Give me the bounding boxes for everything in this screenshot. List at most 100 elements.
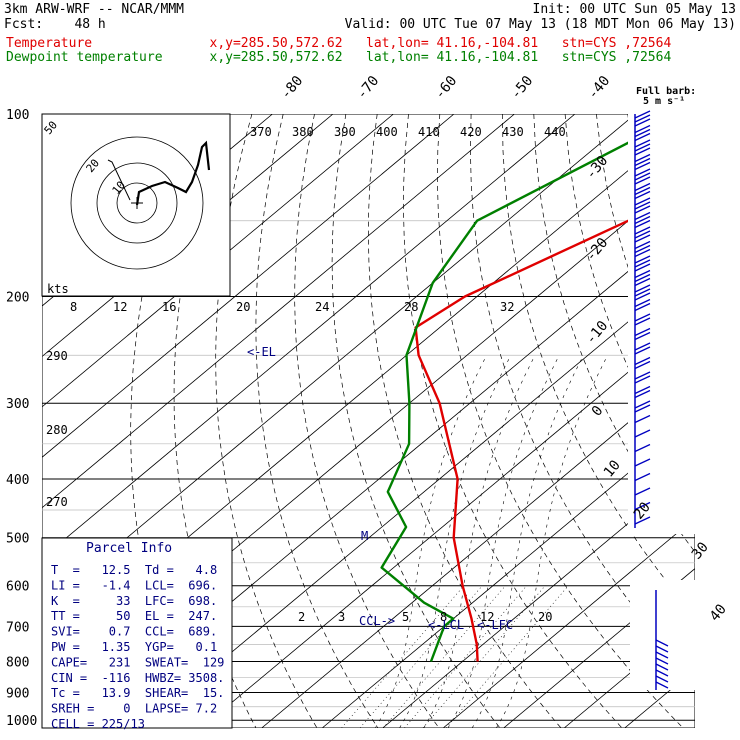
- hodograph-scale-label: 8: [70, 300, 77, 314]
- wind-barb: [634, 269, 651, 287]
- wind-barb: [634, 182, 651, 200]
- wind-barb: [634, 226, 651, 243]
- wind-barb: [634, 443, 651, 453]
- init-line: Init: 00 UTC Sun 05 May 13: [532, 2, 737, 17]
- isotherm-side-label: -30: [583, 153, 612, 183]
- mixing-ratio-label: 5: [402, 610, 409, 624]
- dry-adiabat: [368, 114, 562, 728]
- hodograph-scale-label: 20: [236, 300, 250, 314]
- pressure-label: 400: [6, 473, 29, 488]
- forecast-hour-line: Fcst: 48 h: [4, 17, 106, 32]
- wind-barb: [655, 651, 669, 659]
- dry-adiabat: [255, 114, 379, 728]
- wind-barb: [634, 255, 651, 272]
- wind-barb: [655, 639, 669, 647]
- hodograph-scale-label: 12: [113, 300, 127, 314]
- wind-barb: [634, 385, 651, 399]
- isotherm: [42, 114, 636, 610]
- mixing-ratio-line: [445, 585, 569, 728]
- barb-panel-low: [630, 580, 695, 690]
- parcel-box-frame: [41, 537, 233, 729]
- theta-label: 280: [46, 423, 68, 437]
- wind-barb: [634, 356, 651, 370]
- mixing-ratio-label: 20: [538, 610, 552, 624]
- wind-barb: [634, 342, 651, 355]
- pressure-label: 900: [6, 686, 29, 701]
- wind-barb: [634, 501, 651, 511]
- theta-e-label: 420: [460, 125, 482, 139]
- wind-barb: [634, 400, 651, 413]
- wind-barb: [634, 298, 651, 312]
- parcel-info-row: SVI= 0.7 CCL= 689.: [51, 625, 217, 639]
- moist-adiabat: [447, 355, 560, 728]
- hodograph-ring: [116, 182, 158, 224]
- hodograph-scale-label: 24: [315, 300, 329, 314]
- hodograph-storm-motion: [107, 159, 131, 201]
- wind-barb: [655, 675, 669, 683]
- theta-label: 290: [46, 349, 68, 363]
- wind-barb: [634, 240, 651, 258]
- lfc-marker: <-LFC: [477, 618, 513, 632]
- wind-barb: [634, 327, 651, 341]
- dewpoint-legend-line: Dewpoint temperature x,y=285.50,572.62 l…: [6, 50, 672, 65]
- theta-e-label: 400: [376, 125, 398, 139]
- wind-barb: [634, 472, 651, 482]
- wind-barb: [634, 429, 651, 438]
- wind-barb: [634, 168, 651, 185]
- isotherm-side-label: 30: [689, 539, 712, 562]
- pressure-label: 300: [6, 397, 29, 412]
- mixing-ratio-label: 12: [480, 610, 494, 624]
- theta-e-label: 430: [502, 125, 524, 139]
- isotherm-side-label: 40: [707, 601, 730, 624]
- dry-adiabat: [502, 114, 695, 617]
- isotherm-top-label: -80: [278, 73, 307, 103]
- temperature-legend-line: Temperature x,y=285.50,572.62 lat,lon= 4…: [6, 36, 672, 51]
- pressure-label: 1000: [6, 714, 37, 729]
- isotherm: [42, 114, 455, 458]
- dry-adiabat: [470, 114, 695, 680]
- moist-adiabat: [496, 355, 608, 728]
- dry-adiabat: [722, 114, 740, 728]
- hodograph-scale-label: 16: [162, 300, 176, 314]
- mixing-ratio-line: [382, 585, 506, 728]
- hodograph-ring: [96, 162, 178, 244]
- isotherm: [503, 568, 695, 728]
- wind-barb: [655, 645, 669, 653]
- theta-e-label: 410: [418, 125, 440, 139]
- mixing-ratio-line: [359, 585, 483, 728]
- wind-barb: [634, 284, 651, 301]
- theta-e-label: 380: [292, 125, 314, 139]
- wind-barbs: [628, 110, 695, 690]
- hodograph-units-label: kts: [47, 282, 69, 296]
- moist-adiabat: [399, 355, 512, 728]
- parcel-info-row: T = 12.5 Td = 4.8: [51, 563, 217, 577]
- parcel-info-row: TT = 50 EL = 247.: [51, 609, 217, 623]
- parcel-info-row: Tc = 13.9 SHEAR= 15.: [51, 686, 224, 700]
- wind-barb: [634, 110, 651, 127]
- wind-barb: [634, 487, 651, 496]
- dry-adiabat: [689, 114, 695, 137]
- pressure-label: 800: [6, 655, 29, 670]
- wind-barb: [634, 124, 651, 142]
- lcl-marker: <-LCL: [428, 618, 464, 632]
- theta-e-label: 390: [334, 125, 356, 139]
- moist-adiabat: [471, 355, 584, 728]
- dry-adiabat: [294, 114, 440, 728]
- mixing-ratio-label: 8: [440, 610, 447, 624]
- wind-barb: [655, 669, 669, 677]
- parcel-info-row: SREH = 0 LAPSE= 7.2: [51, 702, 217, 716]
- wind-barb: [634, 139, 651, 156]
- dry-adiabat: [331, 114, 501, 728]
- wind-barb: [655, 663, 669, 671]
- wind-barb: [655, 657, 669, 665]
- temperature-curve: [414, 180, 695, 662]
- parcel-info-row: K = 33 LFC= 698.: [51, 594, 217, 608]
- parcel-info-row: PW = 1.35 YGP= 0.1: [51, 640, 217, 654]
- wind-barb: [634, 153, 651, 171]
- model-line: 3km ARW-WRF -- NCAR/MMM: [4, 2, 185, 17]
- barb-legend-title: Full barb:: [636, 86, 696, 97]
- hodograph-trace: [135, 140, 211, 206]
- isotherm: [200, 315, 695, 728]
- wind-barb: [634, 371, 651, 384]
